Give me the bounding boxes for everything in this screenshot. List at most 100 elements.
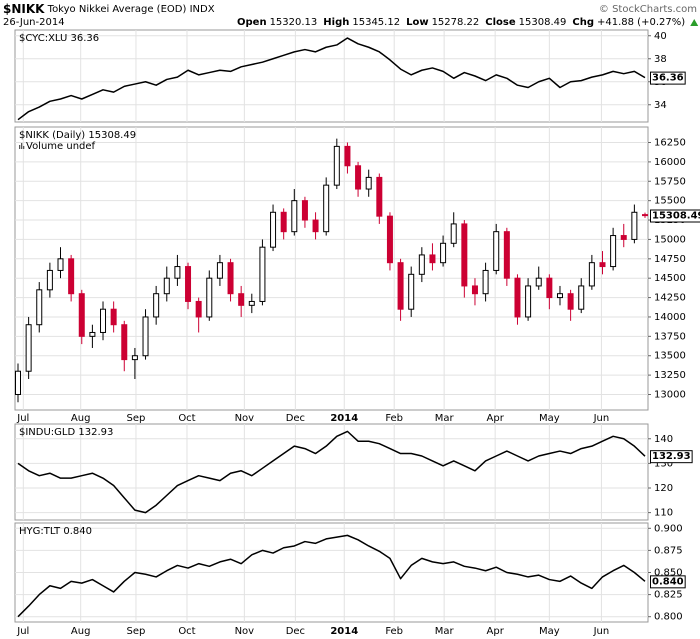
candle-body (153, 293, 160, 318)
x-tick-label: Dec (286, 626, 305, 637)
candle-body (376, 176, 383, 217)
candle-body (68, 258, 75, 295)
candle-body (493, 231, 500, 271)
candle-body (25, 324, 32, 372)
candle-body (312, 219, 319, 233)
candle-body (174, 266, 181, 279)
end-value-label: 132.93 (652, 451, 691, 462)
y-tick-label: 0.850 (654, 568, 683, 579)
y-tick-label: 38 (654, 54, 667, 65)
end-value-label: 36.36 (652, 73, 684, 84)
candle-body (355, 165, 362, 190)
candle-body (259, 246, 266, 302)
x-tick-label: Jun (593, 413, 610, 424)
panel-title: $NIKK (Daily) 15308.49 (19, 130, 136, 141)
y-tick-label: 14500 (654, 273, 686, 284)
candle-body (440, 242, 447, 264)
x-tick-label: Jul (16, 413, 29, 424)
up-arrow (690, 19, 699, 26)
panel-title: HYG:TLT 0.840 (19, 526, 92, 537)
quote-label: Low (406, 17, 428, 28)
end-value-label: 0.840 (652, 576, 684, 587)
y-tick-label: 0.825 (654, 590, 683, 601)
volume-icon (19, 145, 21, 149)
candle-body (546, 277, 553, 299)
quote-label: High (323, 17, 349, 28)
y-tick-label: 14250 (654, 293, 686, 304)
y-tick-label: 15500 (654, 196, 686, 207)
candle-body (131, 355, 138, 361)
x-tick-label: Sep (127, 626, 146, 637)
y-tick-label: 13000 (654, 389, 686, 400)
x-tick-label: Aug (71, 626, 91, 637)
quote-line: Open 15320.13 High 15345.12 Low 15278.22 Close… (237, 17, 685, 28)
candle-body (397, 262, 404, 310)
series-line (17, 534, 646, 618)
candle-body (333, 145, 340, 186)
y-tick-label: 0.800 (654, 612, 683, 623)
series-line (17, 430, 646, 514)
y-tick-label: 13750 (654, 331, 686, 342)
candle-body (482, 269, 489, 295)
quote-label: Open (237, 17, 267, 28)
candle-body (238, 293, 245, 306)
y-tick-label: 16000 (654, 157, 686, 168)
x-tick-label: Nov (235, 626, 255, 637)
x-tick-label: Aug (71, 413, 91, 424)
candle-body (291, 200, 298, 233)
panel-title: $INDU:GLD 132.93 (19, 427, 113, 438)
candle-body (185, 266, 192, 302)
instrument-name: Tokyo Nikkei Average (EOD) (47, 4, 187, 15)
candle-body (89, 331, 96, 337)
copyright: © StockCharts.com (599, 4, 697, 15)
end-value-box (650, 575, 686, 589)
panel-frame (14, 423, 649, 521)
x-tick-label: Mar (435, 626, 455, 637)
candle-body (588, 262, 595, 287)
candle-body (503, 231, 510, 279)
panel-title: $CYC:XLU 36.36 (19, 33, 99, 44)
candle-body (610, 235, 617, 268)
x-tick-label: Apr (487, 626, 505, 637)
x-tick-label: 2014 (330, 626, 358, 637)
candle-body (163, 277, 170, 295)
candle-body (248, 300, 255, 306)
y-tick-label: 14750 (654, 254, 686, 265)
candle-body (599, 262, 606, 268)
candle-body (525, 285, 532, 318)
y-tick-label: 120 (654, 483, 673, 494)
series-line (17, 37, 646, 121)
y-tick-label: 40 (654, 31, 667, 42)
candle-body (535, 277, 542, 287)
quote-value: +41.88 (+0.27%) (597, 17, 685, 28)
header-title: $NIKK Tokyo Nikkei Average (EOD) INDX (3, 2, 215, 16)
exchange: INDX (190, 4, 215, 15)
x-tick-label: Apr (487, 413, 505, 424)
x-tick-label: May (539, 626, 560, 637)
end-value-box (650, 209, 700, 223)
x-tick-label: Feb (385, 626, 403, 637)
candle-body (578, 285, 585, 310)
candle-body (408, 273, 415, 310)
candle-body (280, 211, 287, 233)
candle-body (471, 285, 478, 295)
y-tick-label: 34 (654, 100, 667, 111)
candle-body (227, 262, 234, 295)
x-tick-label: 2014 (330, 413, 358, 424)
candle-body (386, 215, 393, 264)
candle-body (642, 214, 648, 217)
x-tick-label: Jun (593, 626, 610, 637)
y-tick-label: 15750 (654, 176, 686, 187)
candle-body (270, 211, 277, 248)
y-tick-label: 140 (654, 434, 673, 445)
x-tick-label: Mar (435, 413, 455, 424)
candle-body (36, 289, 43, 326)
y-tick-label: 130 (654, 458, 673, 469)
candle-body (110, 308, 117, 326)
candle-body (206, 277, 213, 318)
candle-body (365, 176, 372, 190)
candle-body (121, 324, 128, 361)
quote-label: Chg (572, 17, 594, 28)
candle-body (418, 254, 425, 275)
